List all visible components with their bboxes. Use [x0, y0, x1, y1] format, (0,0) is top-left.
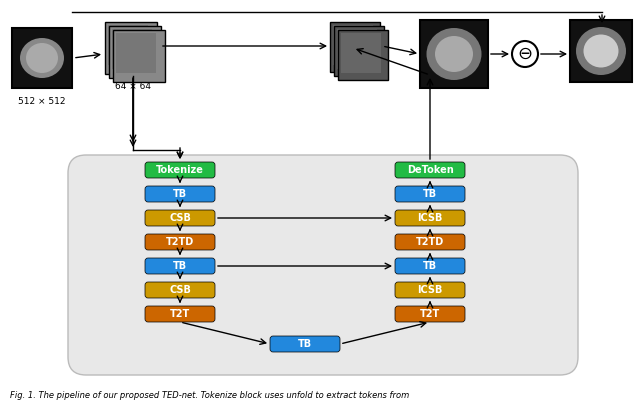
Ellipse shape — [20, 38, 64, 78]
Text: TB: TB — [173, 189, 187, 199]
Text: CSB: CSB — [169, 213, 191, 223]
FancyBboxPatch shape — [395, 258, 465, 274]
Ellipse shape — [435, 36, 473, 72]
Text: T2T: T2T — [170, 309, 190, 319]
Circle shape — [512, 41, 538, 67]
Text: TB: TB — [298, 339, 312, 349]
Ellipse shape — [426, 28, 481, 80]
Bar — [334, 26, 384, 76]
Bar — [420, 20, 488, 88]
Bar — [108, 25, 148, 65]
Text: TB: TB — [423, 189, 437, 199]
FancyBboxPatch shape — [395, 234, 465, 250]
FancyBboxPatch shape — [145, 210, 215, 226]
Text: T2TD: T2TD — [416, 237, 444, 247]
FancyBboxPatch shape — [145, 162, 215, 178]
FancyBboxPatch shape — [145, 306, 215, 322]
Text: ⊖: ⊖ — [517, 45, 532, 63]
FancyBboxPatch shape — [395, 282, 465, 298]
FancyBboxPatch shape — [395, 306, 465, 322]
Text: TB: TB — [173, 261, 187, 271]
Ellipse shape — [26, 43, 58, 73]
Bar — [113, 30, 165, 82]
Bar — [333, 25, 373, 65]
Ellipse shape — [584, 34, 618, 67]
FancyBboxPatch shape — [395, 162, 465, 178]
FancyBboxPatch shape — [68, 155, 578, 375]
Bar — [109, 26, 161, 78]
Text: TB: TB — [423, 261, 437, 271]
Text: 512 × 512: 512 × 512 — [19, 97, 66, 106]
Text: T2TD: T2TD — [166, 237, 194, 247]
Bar — [105, 22, 157, 74]
FancyBboxPatch shape — [145, 186, 215, 202]
FancyBboxPatch shape — [145, 258, 215, 274]
Bar — [341, 33, 381, 73]
FancyBboxPatch shape — [395, 186, 465, 202]
Bar — [330, 22, 380, 72]
Bar — [12, 28, 72, 88]
Text: CSB: CSB — [169, 285, 191, 295]
Text: Fig. 1. The pipeline of our proposed TED-net. Tokenize block uses unfold to extr: Fig. 1. The pipeline of our proposed TED… — [10, 391, 409, 400]
Text: T2T: T2T — [420, 309, 440, 319]
Ellipse shape — [576, 27, 626, 75]
Bar — [112, 29, 152, 69]
Text: ICSB: ICSB — [417, 213, 443, 223]
Text: 64 × 64: 64 × 64 — [115, 82, 151, 91]
Bar — [338, 30, 388, 80]
Text: DeToken: DeToken — [406, 165, 453, 175]
Bar — [337, 29, 377, 69]
FancyBboxPatch shape — [270, 336, 340, 352]
Bar — [570, 20, 632, 82]
Bar — [116, 33, 156, 73]
Text: ICSB: ICSB — [417, 285, 443, 295]
FancyBboxPatch shape — [145, 282, 215, 298]
FancyBboxPatch shape — [145, 234, 215, 250]
Text: Tokenize: Tokenize — [156, 165, 204, 175]
FancyBboxPatch shape — [395, 210, 465, 226]
